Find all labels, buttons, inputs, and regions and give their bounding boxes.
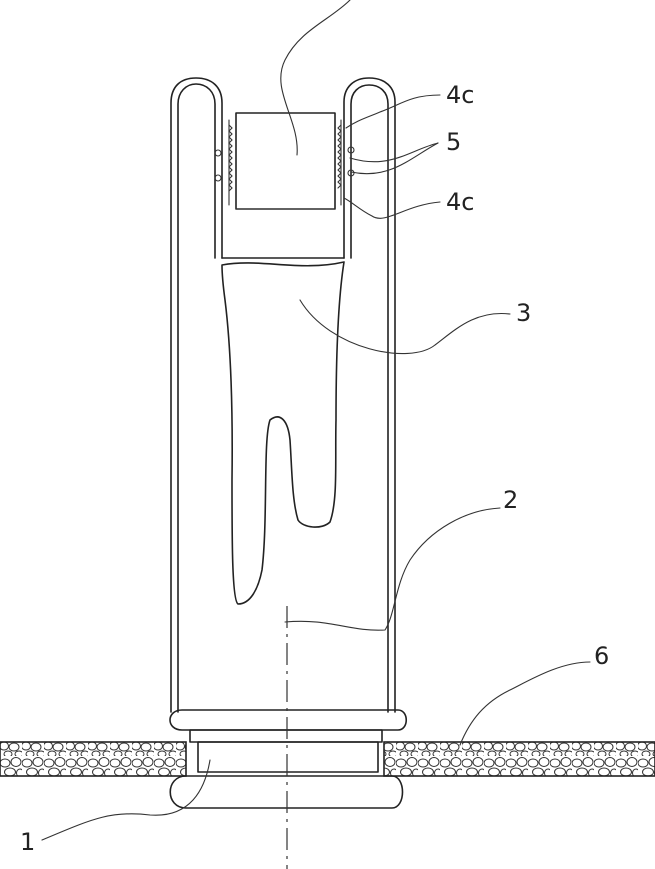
callout-2: 2 <box>503 486 518 514</box>
leader-lines <box>41 0 591 841</box>
inner-insert <box>221 261 345 605</box>
callout-3: 3 <box>516 299 531 327</box>
callout-4c-bottom: 4c <box>446 188 474 216</box>
bottom-flange <box>169 709 408 809</box>
callout-1: 1 <box>20 828 35 856</box>
callout-4c-top: 4c <box>446 81 474 109</box>
callout-5: 5 <box>446 128 461 156</box>
inner-cartridge <box>214 112 355 259</box>
callout-6: 6 <box>594 642 609 670</box>
callout-labels: 4c 5 4c 3 2 6 1 <box>20 81 609 856</box>
outer-tube <box>170 77 396 713</box>
ground-layer <box>0 741 655 777</box>
